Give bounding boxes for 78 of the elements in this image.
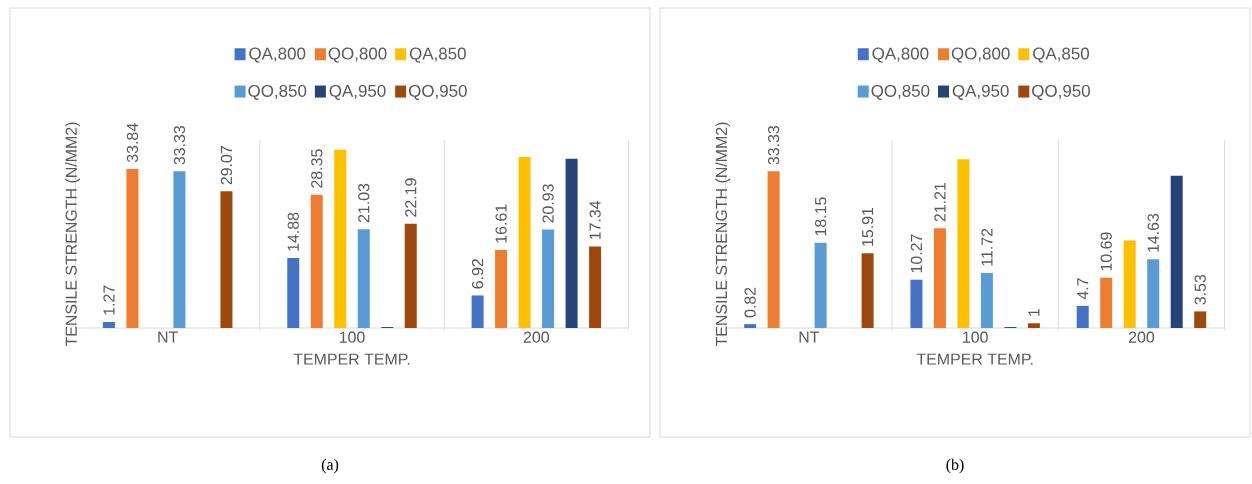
data-label: 15.91 [861, 207, 874, 246]
data-label: 11.72 [981, 228, 993, 266]
bar [814, 242, 827, 328]
data-label: 10.69 [1100, 232, 1112, 271]
x-axis-title: TEMPER TEMP. [916, 353, 1033, 365]
bar [861, 253, 874, 328]
data-label: 33.84 [126, 123, 139, 163]
bar [1123, 240, 1136, 328]
x-axis-title: TEMPER TEMP. [293, 353, 410, 365]
bar [1194, 311, 1207, 328]
legend-label: QO,950 [1032, 84, 1090, 100]
legend-label: QA,850 [409, 47, 466, 63]
data-label: 4.7 [1077, 278, 1089, 300]
bar [471, 295, 484, 328]
bar [102, 322, 115, 328]
bar [173, 171, 186, 328]
data-label: 21.03 [358, 183, 370, 223]
bar [565, 158, 578, 328]
text: (b) [946, 458, 964, 474]
bar [1027, 323, 1040, 328]
legend-label: QO,850 [248, 84, 307, 100]
bar [220, 191, 233, 328]
data-label: 20.93 [542, 184, 554, 223]
bar [957, 159, 970, 328]
bar [334, 149, 347, 328]
bar [404, 223, 417, 328]
bar [1170, 175, 1183, 328]
data-label: 6.92 [471, 259, 484, 289]
bar [1076, 305, 1089, 328]
y-axis-title: TENSILE STRENGTH (N/MM2) [715, 122, 731, 347]
data-label: 16.61 [495, 204, 507, 243]
data-label: 14.63 [1147, 213, 1159, 252]
data-label: 33.33 [767, 125, 780, 165]
data-label: 33.33 [173, 125, 186, 165]
legend-label: QO,850 [871, 84, 930, 100]
data-label: 17.34 [589, 200, 601, 240]
bar [518, 156, 531, 328]
bar [1147, 259, 1160, 328]
data-label: 10.27 [910, 234, 923, 273]
x-tick-label: NT [158, 331, 178, 343]
x-tick-label: NT [799, 331, 820, 343]
legend-label: QA,950 [952, 84, 1009, 100]
legend-label: QO,950 [408, 84, 467, 100]
bar [589, 246, 602, 328]
bar [126, 168, 139, 328]
data-label: 21.21 [934, 183, 946, 222]
bar [744, 324, 757, 328]
legend-label: QO,800 [951, 47, 1010, 63]
bar [542, 229, 555, 328]
data-label: 0.82 [744, 287, 756, 318]
bar [287, 258, 300, 328]
legend-label: QA,950 [329, 84, 386, 100]
bar [495, 249, 508, 328]
x-tick-label: 100 [963, 331, 988, 343]
bar [910, 279, 923, 328]
bar [1100, 277, 1113, 328]
data-label: 22.19 [405, 178, 417, 217]
bar [767, 171, 780, 328]
x-tick-label: 100 [339, 331, 365, 343]
data-label: 28.35 [311, 149, 323, 188]
y-axis-title: TENSILE STRENGTH (N/MM2) [65, 122, 80, 347]
data-label: 1 [1028, 309, 1040, 316]
bar [310, 194, 323, 328]
legend-label: QA,850 [1033, 47, 1090, 63]
data-label: 1.27 [103, 285, 115, 315]
bar [933, 228, 946, 328]
x-tick-label: 200 [1128, 331, 1155, 343]
data-label: 14.88 [287, 212, 299, 251]
data-label: 3.53 [1194, 274, 1206, 305]
data-label: 29.07 [220, 146, 233, 185]
bar [357, 229, 370, 328]
bar [980, 272, 993, 328]
x-tick-label: 200 [523, 331, 550, 343]
data-label: 18.15 [814, 197, 827, 236]
legend-label: QA,800 [872, 47, 929, 63]
legend-label: QA,800 [249, 47, 306, 63]
text: (a) [321, 458, 339, 474]
legend-label: QO,800 [328, 47, 387, 63]
